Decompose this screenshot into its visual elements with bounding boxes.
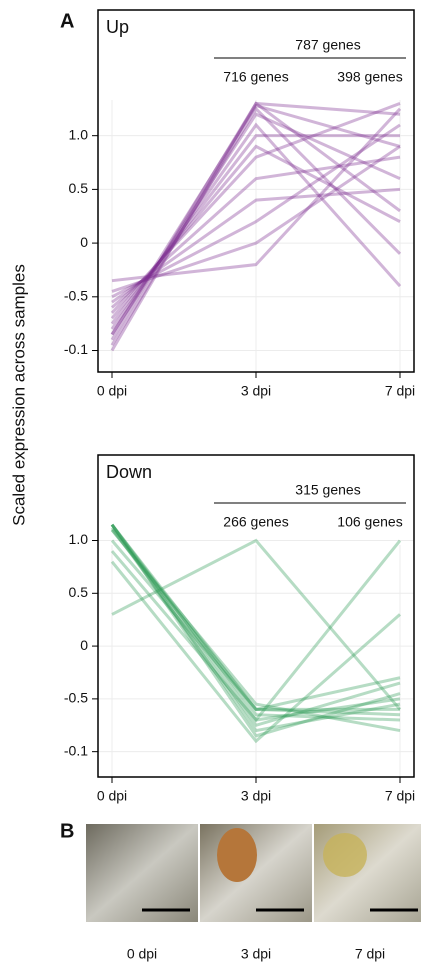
y-tick-label: -0.5 — [64, 288, 88, 304]
annotation: 716 genes — [223, 69, 288, 85]
y-tick-label: -0.1 — [64, 742, 88, 758]
x-tick-label: 0 dpi — [97, 788, 127, 804]
photo — [86, 824, 198, 922]
chart-title: Down — [106, 462, 152, 482]
expression-line — [110, 526, 401, 728]
y-tick-label: -0.1 — [64, 341, 88, 357]
expression-line — [110, 155, 401, 309]
expression-line — [111, 107, 402, 283]
expression-line — [111, 145, 401, 293]
photo-label: 0 dpi — [127, 946, 157, 962]
expression-line — [111, 123, 401, 299]
expression-line — [110, 122, 402, 330]
x-tick-label: 7 dpi — [385, 383, 415, 399]
chart: -0.1 -0.5 0 0.5 1.0 0 dpi 3 dpi 7 dpi Up 787 gene… — [64, 9, 415, 399]
annotation: 787 genes — [295, 37, 360, 53]
expression-line — [110, 523, 401, 722]
expression-line — [111, 187, 401, 304]
photos: 0 dpi 3 dpi 7 dpi — [86, 824, 421, 962]
annotation: 315 genes — [295, 482, 360, 498]
photo-label: 3 dpi — [241, 946, 271, 962]
expression-line — [110, 106, 402, 346]
expression-line — [110, 112, 401, 336]
expression-line — [110, 102, 401, 314]
expression-line — [111, 538, 402, 711]
expression-line — [110, 529, 401, 717]
expression-line — [110, 101, 401, 341]
expression-line — [110, 103, 401, 336]
expression-line — [110, 523, 401, 733]
expression-line — [110, 144, 401, 320]
photo-label: 7 dpi — [355, 946, 385, 962]
photo — [314, 824, 421, 922]
y-tick-label: 0 — [80, 637, 88, 653]
plot-frame — [97, 454, 415, 778]
panel-label: B — [60, 820, 74, 842]
expression-line — [110, 523, 401, 738]
x-tick-label: 3 dpi — [241, 788, 271, 804]
expression-line — [110, 560, 401, 744]
expression-line — [110, 529, 401, 733]
annotation: 266 genes — [223, 514, 288, 530]
expression-line — [110, 101, 401, 352]
y-tick-label: 1.0 — [69, 531, 89, 547]
panel-label: A — [60, 10, 74, 32]
y-tick-label: 1.0 — [69, 126, 89, 142]
expression-line — [110, 134, 400, 325]
plot-frame — [97, 9, 415, 373]
x-tick-label: 7 dpi — [385, 788, 415, 804]
x-tick-label: 3 dpi — [241, 383, 271, 399]
annotation: 398 genes — [337, 69, 402, 85]
expression-line — [110, 539, 401, 712]
expression-line — [110, 539, 402, 723]
expression-line — [110, 523, 401, 722]
annotation: 106 genes — [337, 514, 402, 530]
photo-object — [217, 828, 257, 882]
photo-object — [323, 833, 367, 877]
y-axis-label: Scaled expression across samples — [9, 264, 28, 526]
photo — [200, 824, 312, 922]
chart-title: Up — [106, 17, 129, 37]
y-tick-label: 0.5 — [69, 180, 89, 196]
y-tick-label: 0.5 — [69, 584, 89, 600]
y-tick-label: 0 — [80, 234, 88, 250]
expression-line — [110, 523, 400, 711]
chart: -0.1 -0.5 0 0.5 1.0 0 dpi 3 dpi 7 dpi Down 315 ge… — [64, 454, 415, 804]
y-tick-label: -0.5 — [64, 690, 88, 706]
x-tick-label: 0 dpi — [97, 383, 127, 399]
